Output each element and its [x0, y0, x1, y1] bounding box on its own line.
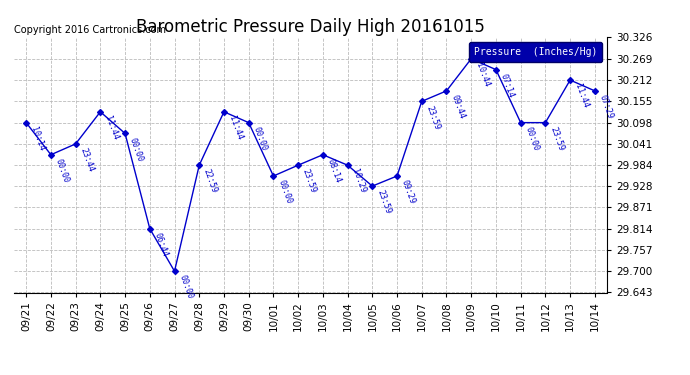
Text: 00:00: 00:00	[54, 158, 70, 184]
Text: 00:00: 00:00	[128, 136, 145, 163]
Text: 00:00: 00:00	[251, 125, 268, 152]
Legend: Pressure  (Inches/Hg): Pressure (Inches/Hg)	[469, 42, 602, 62]
Text: 11:44: 11:44	[227, 115, 244, 141]
Text: 07:29: 07:29	[598, 94, 615, 120]
Text: 23:59: 23:59	[375, 189, 392, 216]
Text: 09:44: 09:44	[449, 94, 466, 120]
Text: 11:44: 11:44	[103, 115, 120, 141]
Text: 10:14: 10:14	[29, 125, 46, 152]
Text: 00:00: 00:00	[276, 179, 293, 206]
Title: Barometric Pressure Daily High 20161015: Barometric Pressure Daily High 20161015	[136, 18, 485, 36]
Text: 23:59: 23:59	[301, 168, 318, 195]
Text: 23:44: 23:44	[79, 147, 95, 173]
Text: 10:29: 10:29	[351, 168, 367, 195]
Text: 23:59: 23:59	[548, 125, 565, 152]
Text: 08:14: 08:14	[326, 158, 343, 184]
Text: 23:59: 23:59	[424, 104, 442, 131]
Text: 06:44: 06:44	[152, 231, 170, 258]
Text: 09:29: 09:29	[400, 179, 417, 206]
Text: 00:00: 00:00	[524, 125, 540, 152]
Text: Copyright 2016 Cartronics.com: Copyright 2016 Cartronics.com	[14, 25, 166, 35]
Text: 10:44: 10:44	[474, 62, 491, 88]
Text: 22:59: 22:59	[202, 168, 219, 195]
Text: 00:00: 00:00	[177, 274, 195, 301]
Text: 07:14: 07:14	[499, 72, 515, 99]
Text: 11:44: 11:44	[573, 83, 590, 110]
